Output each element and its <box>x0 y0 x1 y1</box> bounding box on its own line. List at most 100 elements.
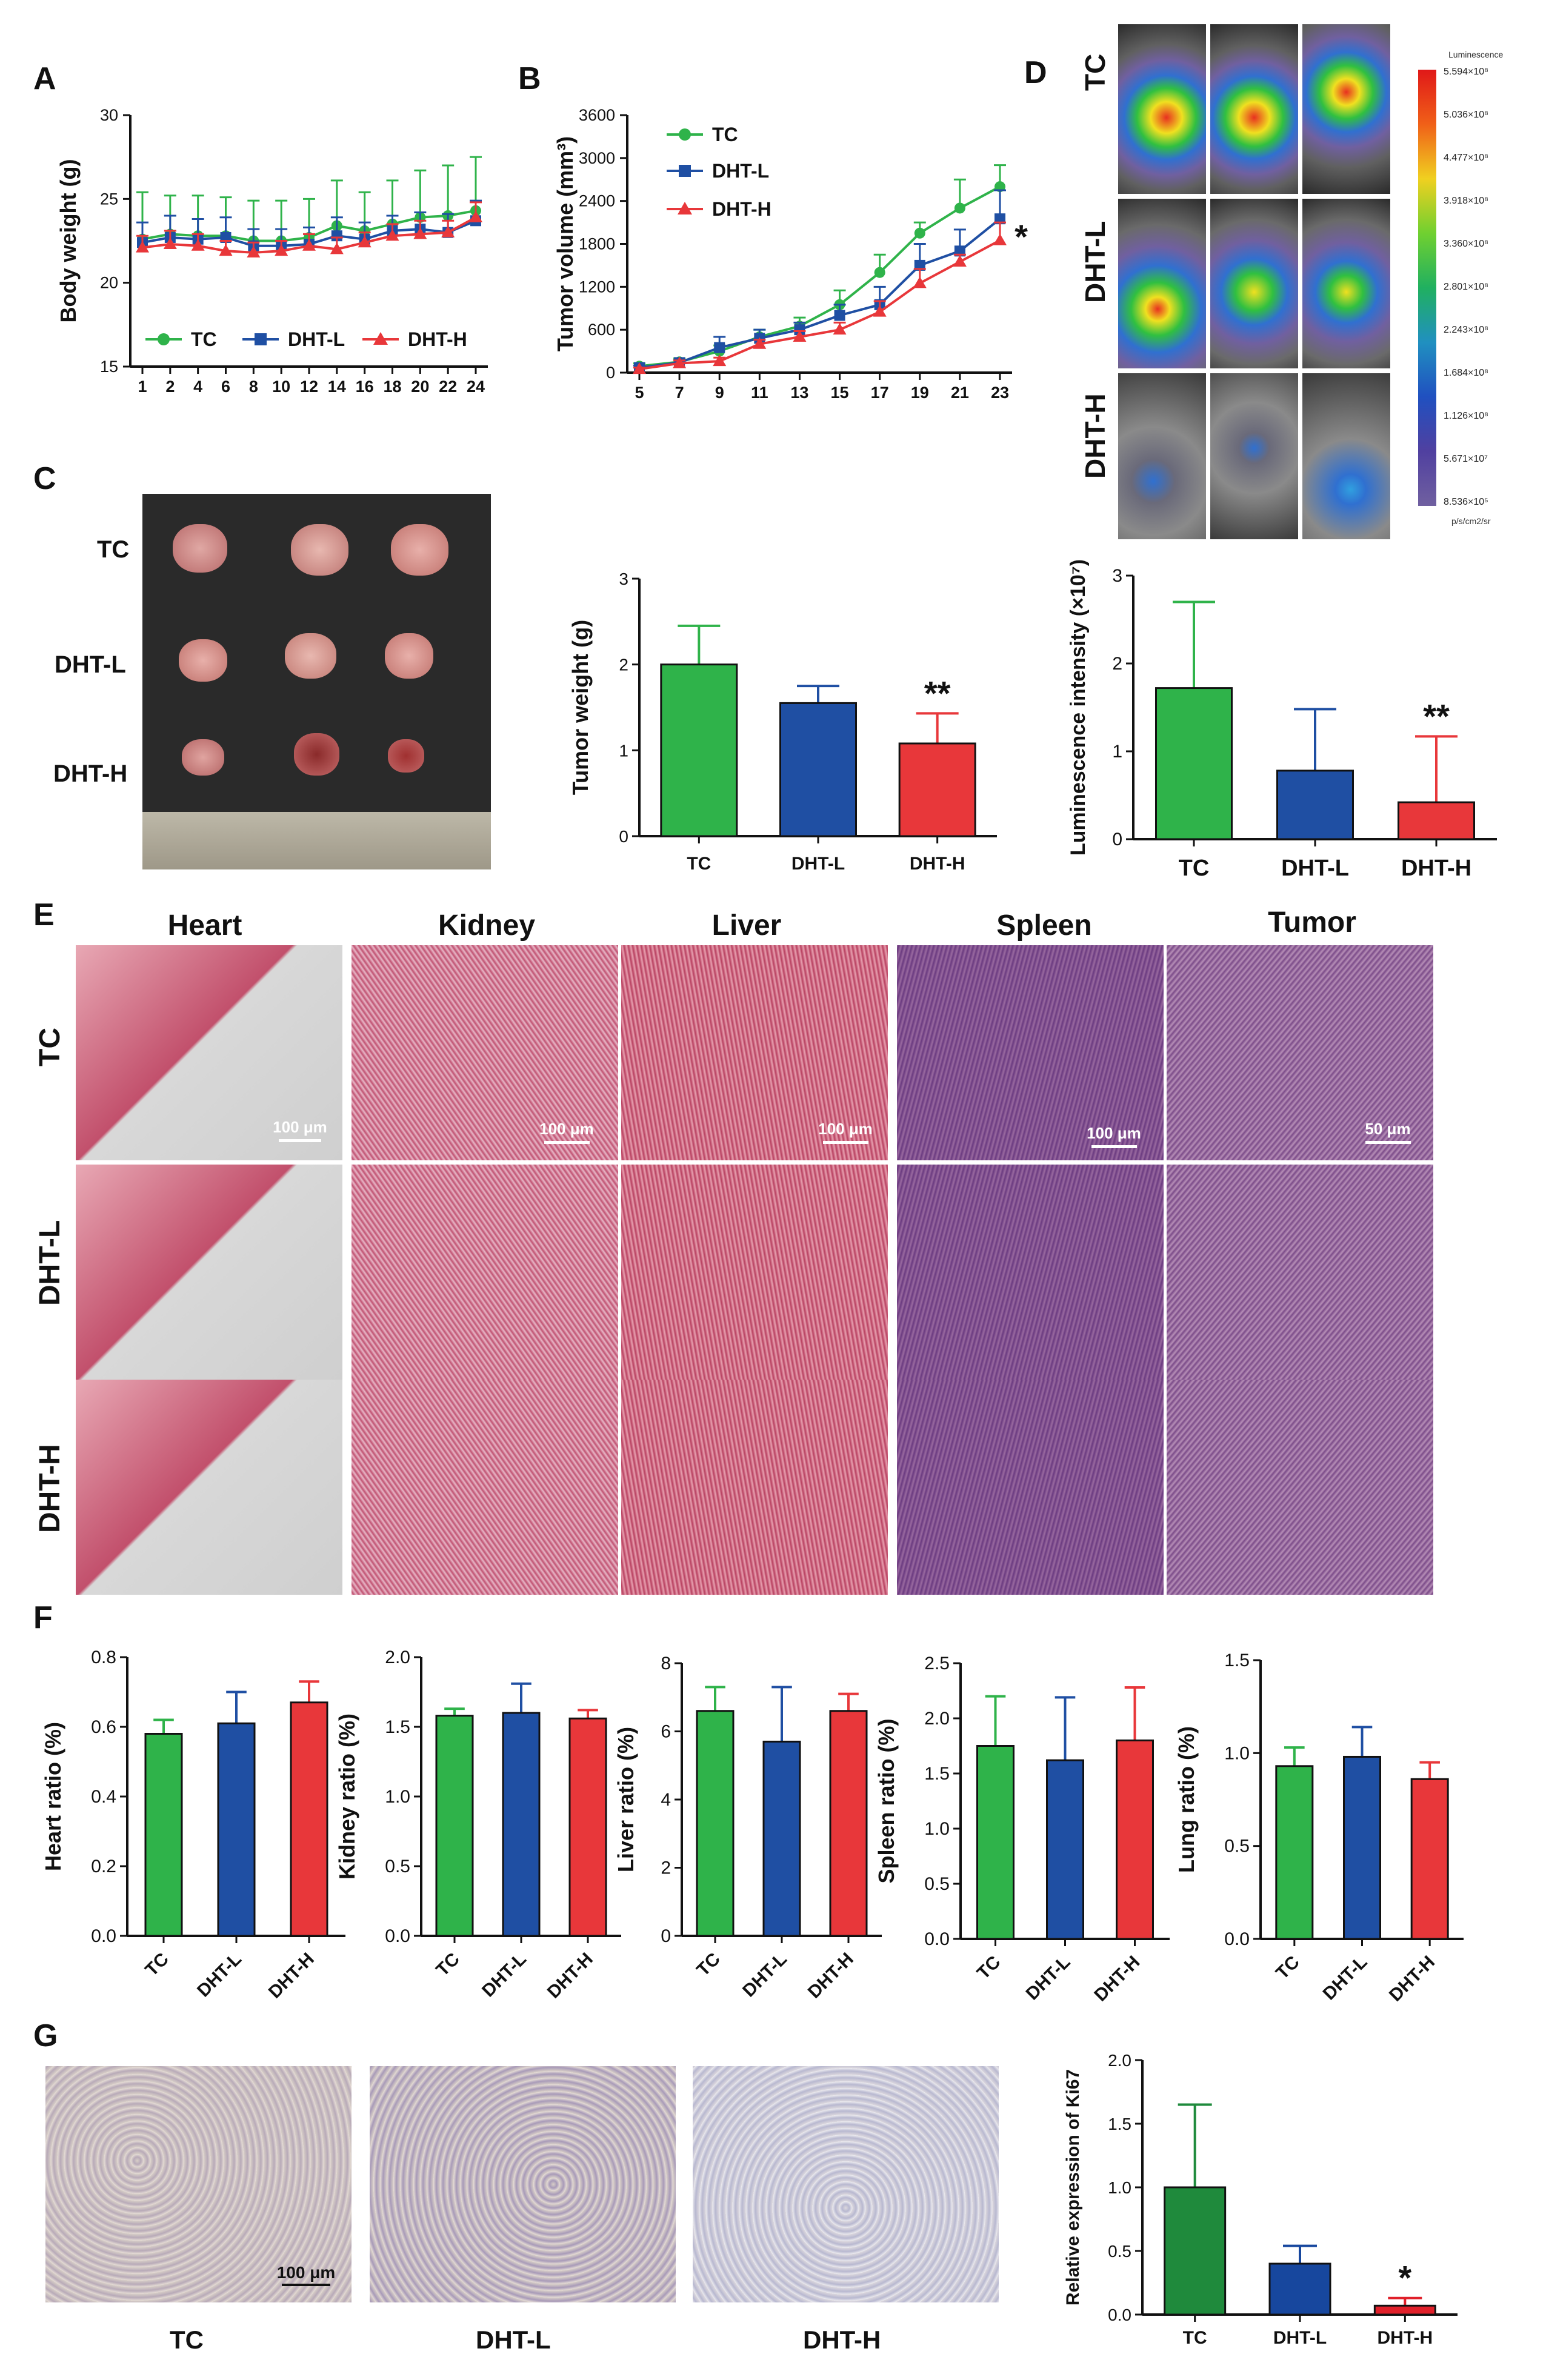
bar-dht-l <box>502 1712 541 1937</box>
x-tick-label: DHT-H <box>910 854 965 874</box>
histo-col-heart: Heart <box>167 909 242 942</box>
x-tick-label: 22 <box>439 377 457 396</box>
tumor-sample <box>388 739 424 773</box>
colorbar-tick-label: 5.671×10⁷ <box>1444 454 1488 464</box>
bar-dht-l <box>762 1740 801 1937</box>
x-tick-label: DHT-H <box>265 1949 318 2003</box>
data-point <box>753 337 767 349</box>
bar-dht-h <box>1410 1778 1449 1940</box>
y-axis-title: Tumor weight (g) <box>568 620 593 795</box>
scale-bar-liver: 100 μm <box>812 1120 879 1144</box>
y-axis-title: Relative expression of Ki67 <box>1063 2069 1083 2305</box>
ivis-image <box>1302 199 1390 368</box>
x-tick-label: 4 <box>193 377 202 396</box>
y-tick-label: 2.0 <box>1108 2051 1131 2070</box>
histology-image-heart <box>76 945 342 1160</box>
x-tick-label: 21 <box>951 384 969 402</box>
panel-letter-c: C <box>33 461 56 496</box>
y-tick-label: 3600 <box>579 106 615 124</box>
y-tick-label: 1 <box>619 741 628 760</box>
y-tick-label: 30 <box>100 106 118 124</box>
data-point <box>302 239 316 251</box>
y-axis-title: Kidney ratio (%) <box>335 1714 359 1880</box>
y-axis-title: Body weight (g) <box>56 159 81 323</box>
data-point <box>358 236 372 248</box>
data-point <box>275 244 288 256</box>
y-tick-label: 2 <box>1112 654 1122 674</box>
x-tick-label: 24 <box>467 377 485 396</box>
data-point <box>833 323 847 335</box>
ihc-scale-bar-line <box>282 2284 330 2286</box>
scale-bar-label: 100 μm <box>273 1118 327 1136</box>
tumor-sample <box>179 639 227 682</box>
tumor-photo <box>142 494 491 869</box>
data-point <box>713 354 727 367</box>
histology-image-kidney <box>352 945 618 1160</box>
x-tick-label: DHT-H <box>1090 1952 1144 2006</box>
x-tick-label: DHT-H <box>804 1949 858 2003</box>
y-tick-label: 8 <box>661 1654 671 1674</box>
x-tick-label: DHT-H <box>1385 1952 1439 2006</box>
bar-tc <box>976 1745 1015 1940</box>
x-tick-label: TC <box>1179 856 1210 881</box>
bar-dht-l <box>1276 770 1354 840</box>
y-tick-label: 0 <box>661 1926 671 1946</box>
y-tick-label: 0.4 <box>91 1787 116 1807</box>
ihc-image-tc <box>45 2066 352 2302</box>
colorbar-tick-label: 5.036×10⁸ <box>1444 110 1488 120</box>
x-tick-label: 18 <box>383 377 401 396</box>
histology-image-liver <box>621 1380 888 1595</box>
x-tick-label: 17 <box>871 384 889 402</box>
histo-col-liver: Liver <box>711 909 782 942</box>
y-axis-title: Tumor volume (mm³) <box>553 136 578 351</box>
histology-image-tumor <box>1167 945 1433 1160</box>
legend-label: DHT-L <box>288 328 345 350</box>
y-axis-title: Spleen ratio (%) <box>874 1718 899 1883</box>
bar-dht-l <box>1268 2262 1331 2316</box>
bar-tc <box>1164 2186 1227 2316</box>
ivis-image <box>1118 373 1206 539</box>
ivis-image <box>1210 199 1298 368</box>
x-tick-label: 11 <box>751 384 768 402</box>
colorbar-tick-label: 3.918×10⁸ <box>1444 196 1488 206</box>
bar-tc <box>660 663 738 837</box>
y-tick-label: 2 <box>619 656 628 674</box>
x-tick-label: 9 <box>715 384 724 402</box>
scale-bar-line <box>822 1141 868 1144</box>
bar-tc <box>435 1715 474 1937</box>
ivis-image <box>1302 373 1390 539</box>
series-line-dht-l <box>639 218 1001 369</box>
tumor-sample <box>385 633 433 679</box>
photo-label-dht-l: DHT-L <box>55 651 126 678</box>
y-tick-label: 600 <box>588 321 615 339</box>
y-tick-label: 0 <box>1112 829 1122 849</box>
photo-label-tc: TC <box>97 536 130 563</box>
colorbar-tick-label: 5.594×10⁸ <box>1444 67 1488 77</box>
tumor-sample <box>173 524 227 573</box>
scale-bar-line <box>279 1139 321 1142</box>
data-point <box>219 244 233 256</box>
ihc-label-tc: TC <box>170 2325 204 2354</box>
y-axis-title: Liver ratio (%) <box>613 1727 638 1872</box>
y-tick-label: 1.5 <box>924 1764 950 1784</box>
y-tick-label: 0.0 <box>1224 1929 1250 1949</box>
y-tick-label: 1.5 <box>1108 2115 1131 2133</box>
x-tick-label: DHT-H <box>544 1949 597 2003</box>
data-point <box>247 245 261 258</box>
scale-bar-label: 100 μm <box>539 1120 594 1138</box>
tumor-sample <box>391 524 448 576</box>
y-tick-label: 6 <box>661 1722 671 1742</box>
x-tick-label: DHT-L <box>478 1949 530 2001</box>
ihc-image-dht-l <box>370 2066 676 2302</box>
colorbar-title: Luminescence <box>1448 50 1504 59</box>
colorbar-tick-label: 8.536×10⁵ <box>1444 497 1488 507</box>
x-tick-label: 12 <box>300 377 318 396</box>
bar-dht-l <box>217 1722 256 1937</box>
y-tick-label: 1.0 <box>385 1787 410 1807</box>
colorbar-unit: p/s/cm2/sr <box>1451 516 1491 526</box>
x-tick-label: DHT-L <box>739 1949 791 2001</box>
panel-letter-e: E <box>33 897 55 932</box>
data-point <box>993 233 1007 245</box>
y-tick-label: 1.0 <box>1108 2178 1131 2197</box>
